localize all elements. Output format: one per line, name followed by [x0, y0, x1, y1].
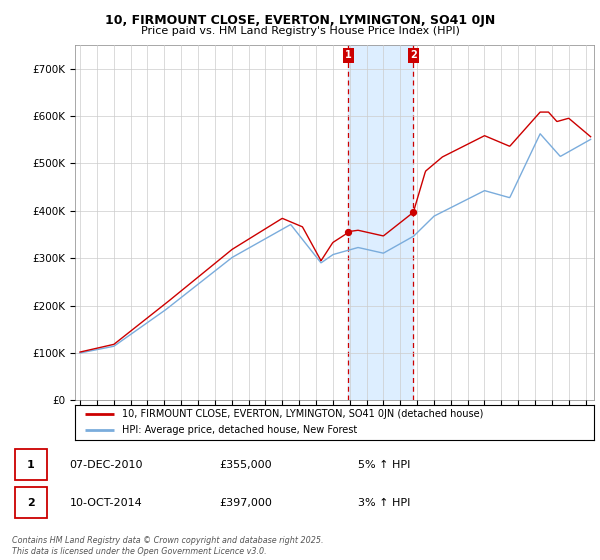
- Bar: [15, 487, 47, 519]
- Text: £355,000: £355,000: [220, 460, 272, 470]
- Text: 2: 2: [27, 498, 35, 508]
- Text: Price paid vs. HM Land Registry's House Price Index (HPI): Price paid vs. HM Land Registry's House …: [140, 26, 460, 36]
- Text: 1: 1: [27, 460, 35, 470]
- Text: HPI: Average price, detached house, New Forest: HPI: Average price, detached house, New …: [122, 425, 357, 435]
- Text: 10, FIRMOUNT CLOSE, EVERTON, LYMINGTON, SO41 0JN: 10, FIRMOUNT CLOSE, EVERTON, LYMINGTON, …: [105, 14, 495, 27]
- Text: 1: 1: [345, 50, 352, 60]
- Text: Contains HM Land Registry data © Crown copyright and database right 2025.
This d: Contains HM Land Registry data © Crown c…: [12, 536, 323, 556]
- Text: 5% ↑ HPI: 5% ↑ HPI: [358, 460, 410, 470]
- Text: 10-OCT-2014: 10-OCT-2014: [70, 498, 142, 508]
- Text: £397,000: £397,000: [220, 498, 272, 508]
- Bar: [349, 45, 413, 400]
- Point: [344, 227, 353, 236]
- Bar: [15, 449, 47, 480]
- Text: 10, FIRMOUNT CLOSE, EVERTON, LYMINGTON, SO41 0JN (detached house): 10, FIRMOUNT CLOSE, EVERTON, LYMINGTON, …: [122, 409, 483, 419]
- Text: 2: 2: [410, 50, 417, 60]
- Point: [409, 208, 418, 217]
- Text: 07-DEC-2010: 07-DEC-2010: [70, 460, 143, 470]
- Text: 3% ↑ HPI: 3% ↑ HPI: [358, 498, 410, 508]
